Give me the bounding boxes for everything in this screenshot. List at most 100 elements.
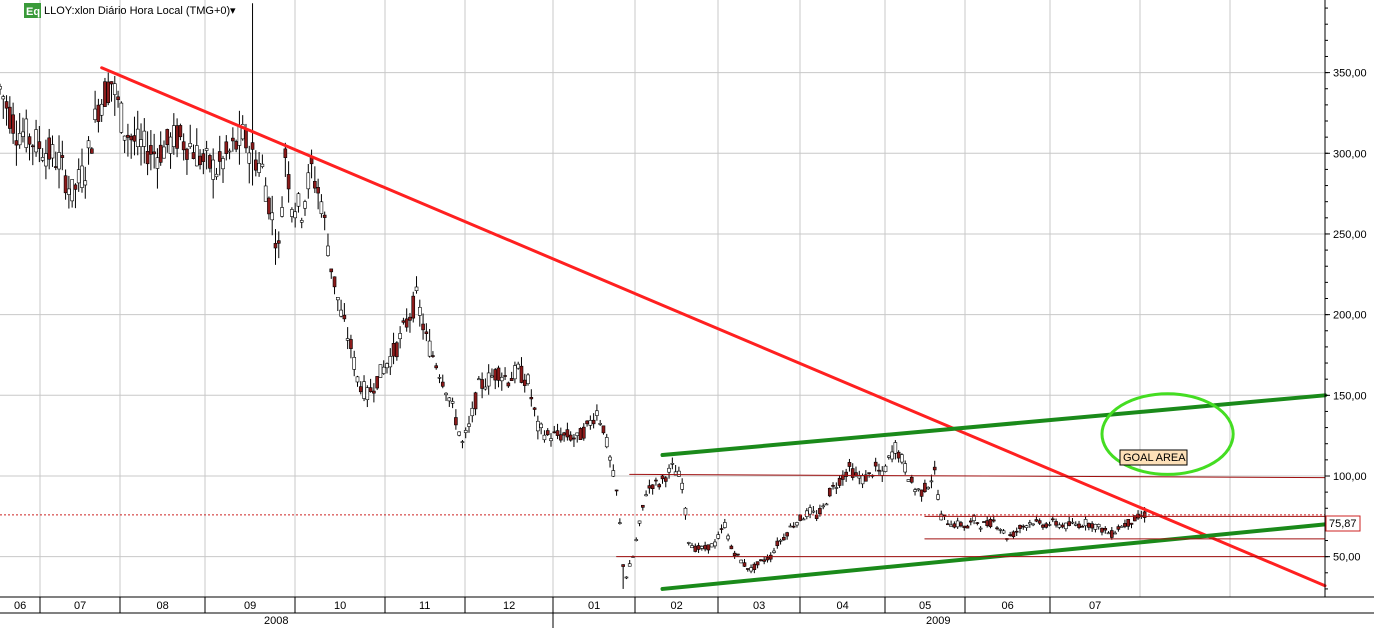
- candle-body: [490, 375, 494, 378]
- candle-body: [1123, 523, 1127, 527]
- x-tick-label: 08: [157, 600, 169, 612]
- candle-body: [716, 534, 721, 539]
- candle-body: [834, 487, 839, 489]
- y-tick-label: 250,00: [1333, 229, 1367, 241]
- last-price-value: 75,87: [1329, 518, 1357, 530]
- candle-body: [44, 153, 48, 167]
- candle-body: [1073, 523, 1078, 526]
- eq-badge[interactable]: [24, 3, 41, 18]
- candle-body: [112, 83, 117, 95]
- candle-body: [139, 139, 143, 147]
- candle-body: [280, 207, 284, 217]
- candle-body: [939, 513, 944, 521]
- candle-body: [536, 420, 540, 432]
- candle-body: [991, 519, 996, 522]
- candle-body: [982, 521, 986, 523]
- candle-body: [886, 455, 891, 458]
- candle-body: [408, 316, 412, 321]
- candle-body: [867, 472, 871, 474]
- year-label: 2008: [264, 615, 288, 627]
- candle-body: [401, 320, 406, 323]
- candle-body: [63, 175, 68, 194]
- candle-body: [936, 494, 940, 500]
- candle-body: [952, 523, 957, 528]
- candle-body: [827, 487, 832, 497]
- trend-lines[interactable]: [0, 66, 1327, 591]
- candle-body: [785, 532, 789, 537]
- candle-body: [40, 157, 45, 161]
- candle-body: [194, 145, 199, 167]
- candle-body: [129, 135, 133, 141]
- candle-body: [211, 159, 215, 180]
- y-tick-label: 350,00: [1333, 68, 1367, 80]
- candle-body: [683, 507, 688, 516]
- chevron-down-icon[interactable]: ▾: [230, 5, 236, 17]
- candle-body: [385, 363, 389, 369]
- candle-body: [450, 401, 455, 404]
- candle-body: [1024, 525, 1029, 528]
- candle-body: [103, 81, 107, 107]
- candle-body: [555, 430, 560, 436]
- last-price-box: [1325, 515, 1361, 532]
- candle-body: [634, 539, 639, 541]
- candle-body: [978, 527, 983, 530]
- candle-body: [447, 397, 452, 402]
- y-tick-label: 300,00: [1333, 148, 1367, 160]
- candle-body: [791, 525, 796, 528]
- x-tick-label: 07: [74, 600, 86, 612]
- candle-body: [67, 188, 71, 195]
- candle-body: [414, 286, 419, 292]
- candle-body: [162, 146, 166, 159]
- chart-title[interactable]: LLOY:xlon Diário Hora Local (TMG+0): [44, 5, 230, 17]
- candle-body: [1083, 519, 1088, 527]
- candle-body: [444, 392, 448, 396]
- candle-body: [132, 135, 137, 142]
- candle-body: [263, 185, 268, 202]
- candle-body: [329, 268, 334, 273]
- candle-body: [532, 407, 537, 410]
- candle-body: [339, 309, 343, 317]
- candle-body: [1018, 524, 1022, 529]
- x-tick-label: 06: [1002, 600, 1014, 612]
- candle-body: [188, 143, 193, 148]
- candle-body: [365, 387, 370, 401]
- candle-body: [1011, 531, 1016, 538]
- candle-body: [434, 365, 439, 369]
- candle-body: [418, 307, 422, 316]
- x-tick-label: 04: [837, 600, 849, 612]
- candle-body: [988, 518, 993, 528]
- candle-body: [677, 470, 681, 477]
- candle-body: [303, 201, 307, 209]
- candle-body: [96, 104, 101, 122]
- candle-body: [260, 163, 265, 167]
- candle-body: [814, 514, 819, 519]
- candle-body: [181, 141, 186, 151]
- candle-body: [358, 386, 363, 393]
- candle-body: [299, 220, 304, 223]
- candle-body: [1054, 521, 1058, 526]
- candle-body: [1034, 519, 1039, 522]
- goal-area-circle: [1100, 392, 1235, 476]
- candle-body: [542, 434, 547, 441]
- candle-body: [1050, 518, 1055, 521]
- candle-body: [539, 423, 543, 429]
- candle-body: [667, 467, 671, 473]
- candle-body: [21, 131, 25, 137]
- candle-body: [276, 240, 281, 244]
- candle-body: [165, 129, 170, 146]
- candle-body: [847, 462, 852, 467]
- candle-body: [965, 525, 970, 529]
- candle-body: [381, 366, 386, 374]
- candle-body: [545, 430, 550, 435]
- candle-body: [516, 363, 520, 369]
- candle-body: [342, 314, 347, 320]
- candle-body: [968, 520, 973, 523]
- candle-body: [742, 562, 747, 567]
- candle-body: [499, 376, 504, 382]
- x-tick-label: 10: [334, 600, 346, 612]
- candle-body: [231, 137, 235, 142]
- candle-body: [932, 466, 937, 471]
- candle-body: [1113, 532, 1117, 535]
- candle-body: [493, 369, 498, 381]
